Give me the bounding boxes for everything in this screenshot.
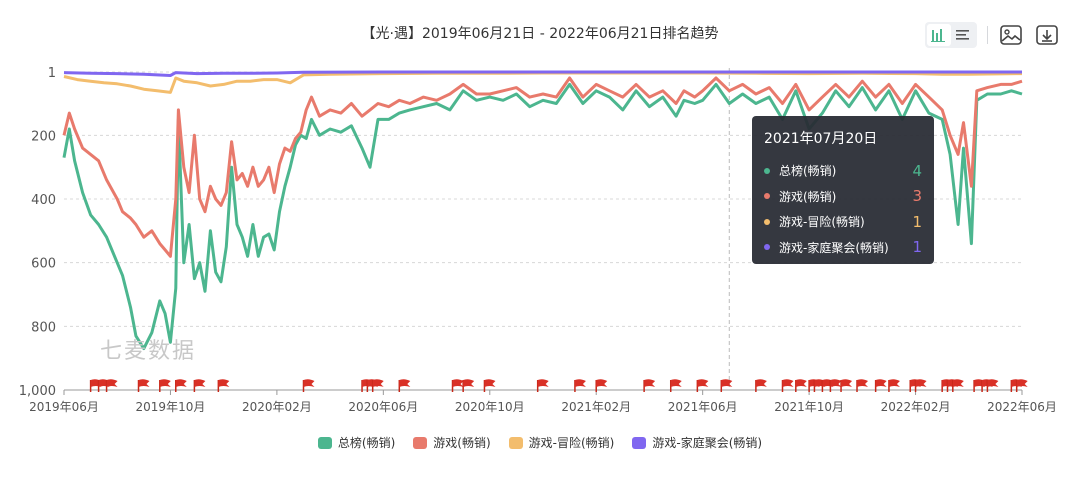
flag-marker-icon[interactable] bbox=[856, 379, 869, 392]
series-dot-icon bbox=[764, 193, 770, 200]
flag-marker-icon[interactable] bbox=[696, 379, 709, 392]
series-line-3[interactable] bbox=[63, 70, 1022, 77]
flag-marker-icon[interactable] bbox=[952, 379, 964, 392]
series-layer bbox=[62, 70, 1023, 351]
flag-marker-icon[interactable] bbox=[302, 379, 315, 392]
legend-label: 游戏-家庭聚会(畅销) bbox=[652, 436, 763, 450]
y-tick-label: 200 bbox=[31, 129, 56, 144]
y-tick-label: 1 bbox=[48, 66, 56, 81]
flag-marker-icon[interactable] bbox=[451, 379, 464, 392]
flag-marker-icon[interactable] bbox=[483, 379, 496, 392]
image-icon[interactable] bbox=[998, 22, 1024, 48]
x-tick-label: 2022年06月 bbox=[987, 400, 1057, 414]
y-tick-label: 800 bbox=[31, 320, 56, 335]
tooltip-series-name: 游戏-冒险(畅销) bbox=[779, 215, 865, 230]
legend-label: 总榜(畅销) bbox=[337, 436, 396, 450]
flag-marker-icon[interactable] bbox=[874, 379, 887, 392]
tooltip-series-value: 1 bbox=[912, 238, 922, 257]
tooltip-date: 2021年07月20日 bbox=[764, 131, 878, 147]
chart-title: 【光·遇】2019年06月21日 - 2022年06月21日排名趋势 bbox=[361, 26, 719, 42]
x-tick-label: 2021年02月 bbox=[561, 400, 631, 414]
hover-tooltip: 2021年07月20日 总榜(畅销) 4 游戏(畅销) 3 游戏-冒险(畅销) 1 游戏-家… bbox=[752, 116, 934, 264]
bar-chart-icon[interactable] bbox=[927, 24, 951, 46]
tooltip-series-value: 4 bbox=[912, 161, 922, 180]
flag-marker-icon[interactable] bbox=[755, 379, 767, 392]
flag-marker-icon[interactable] bbox=[720, 379, 733, 392]
legend-item[interactable]: 游戏(畅销) bbox=[413, 434, 491, 451]
flag-marker-icon[interactable] bbox=[888, 379, 900, 392]
flag-marker-icon[interactable] bbox=[193, 379, 206, 392]
watermark: 七麦数据 bbox=[100, 339, 197, 364]
legend-swatch bbox=[413, 436, 428, 449]
tooltip-row: 游戏(畅销) 3 bbox=[764, 184, 922, 210]
legend-swatch bbox=[632, 436, 647, 449]
list-icon[interactable] bbox=[951, 24, 975, 46]
flag-marker-icon[interactable] bbox=[595, 379, 608, 392]
x-tick-label: 2019年10月 bbox=[136, 400, 206, 414]
tooltip-series-value: 1 bbox=[912, 212, 922, 231]
series-dot-icon bbox=[764, 218, 770, 225]
flag-marker-icon[interactable] bbox=[175, 379, 187, 392]
tooltip-series-value: 3 bbox=[912, 187, 922, 206]
series-dot-icon bbox=[764, 167, 770, 174]
flag-marker-icon[interactable] bbox=[1015, 379, 1028, 392]
x-tick-label: 2020年02月 bbox=[242, 400, 312, 414]
y-tick-label: 1,000 bbox=[19, 384, 56, 399]
flag-marker-icon[interactable] bbox=[840, 379, 853, 392]
series-line-2[interactable] bbox=[63, 71, 1023, 94]
download-icon[interactable] bbox=[1034, 22, 1060, 48]
x-tick-label: 2022年02月 bbox=[881, 400, 951, 414]
legend-label: 游戏-冒险(畅销) bbox=[528, 436, 615, 450]
y-tick-label: 400 bbox=[31, 193, 56, 208]
legend-swatch bbox=[508, 436, 523, 449]
flag-marker-icon[interactable] bbox=[574, 379, 586, 392]
legend-item[interactable]: 总榜(畅销) bbox=[317, 434, 396, 451]
tooltip-row: 游戏-冒险(畅销) 1 bbox=[764, 209, 922, 235]
flag-marker-icon[interactable] bbox=[217, 379, 230, 392]
toolbar-divider bbox=[987, 26, 988, 44]
flag-marker-icon[interactable] bbox=[669, 379, 682, 392]
x-tick-label: 2021年10月 bbox=[774, 400, 844, 414]
x-tick-label: 2020年10月 bbox=[455, 400, 525, 414]
x-tick-label: 2021年06月 bbox=[668, 400, 738, 414]
tooltip-row: 游戏-家庭聚会(畅销) 1 bbox=[764, 235, 922, 261]
flag-marker-icon[interactable] bbox=[914, 379, 927, 392]
flag-marker-icon[interactable] bbox=[105, 379, 118, 392]
chart-legend: 总榜(畅销) 游戏(畅销) 游戏-冒险(畅销) 游戏-家庭聚会(畅销) bbox=[0, 434, 1080, 451]
flag-marker-icon[interactable] bbox=[643, 379, 656, 392]
flag-layer bbox=[89, 379, 1028, 392]
y-tick-label: 600 bbox=[31, 257, 56, 272]
flag-marker-icon[interactable] bbox=[781, 379, 794, 392]
x-tick-label: 2019年06月 bbox=[29, 400, 99, 414]
legend-item[interactable]: 游戏-家庭聚会(畅销) bbox=[632, 434, 762, 451]
flag-marker-icon[interactable] bbox=[371, 379, 384, 392]
flag-marker-icon[interactable] bbox=[462, 379, 475, 392]
flag-marker-icon[interactable] bbox=[986, 379, 999, 392]
view-toggle bbox=[925, 22, 977, 48]
flag-marker-icon[interactable] bbox=[829, 379, 842, 392]
flag-marker-icon[interactable] bbox=[795, 379, 807, 392]
chart-toolbar bbox=[925, 22, 1060, 48]
legend-label: 游戏(畅销) bbox=[433, 436, 491, 450]
flag-marker-icon[interactable] bbox=[159, 379, 171, 392]
tooltip-series-name: 游戏-家庭聚会(畅销) bbox=[779, 240, 889, 255]
series-line-1[interactable] bbox=[62, 76, 1023, 258]
tooltip-series-name: 游戏(畅销) bbox=[779, 189, 837, 204]
legend-swatch bbox=[317, 436, 332, 449]
series-dot-icon bbox=[764, 244, 770, 251]
flag-marker-icon[interactable] bbox=[398, 379, 411, 392]
flag-marker-icon[interactable] bbox=[536, 379, 549, 392]
flag-marker-icon[interactable] bbox=[137, 379, 150, 392]
tooltip-row: 总榜(畅销) 4 bbox=[764, 158, 922, 184]
x-tick-label: 2020年06月 bbox=[348, 400, 418, 414]
legend-item[interactable]: 游戏-冒险(畅销) bbox=[508, 434, 615, 451]
tooltip-series-name: 总榜(畅销) bbox=[779, 164, 837, 179]
